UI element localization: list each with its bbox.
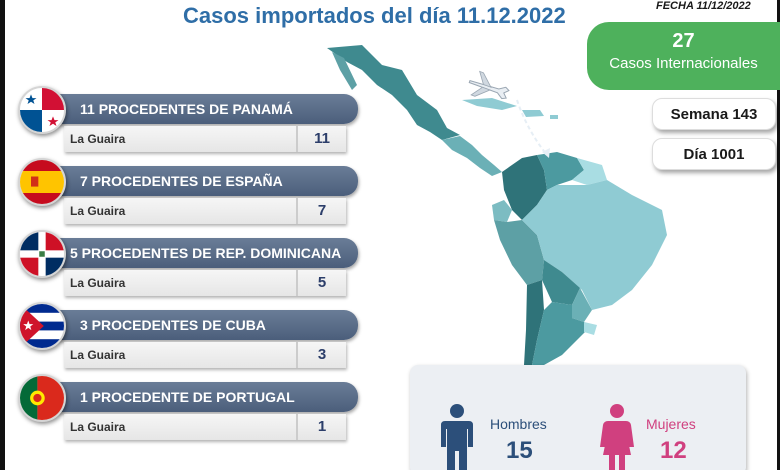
- spain-flag-icon: [18, 158, 66, 206]
- americas-map: [327, 45, 667, 365]
- women-label: Mujeres: [646, 416, 696, 432]
- origin-header: 11 PROCEDENTES DE PANAMÁ: [50, 94, 358, 124]
- international-cases-label: Casos Internacionales: [609, 55, 758, 72]
- ecuador-region: [492, 200, 512, 222]
- origin-row: La Guaira 3: [64, 342, 346, 368]
- baja-california-region: [332, 52, 357, 90]
- brazil-region: [522, 180, 667, 310]
- entry-point-label: La Guaira: [70, 276, 126, 290]
- origin-count: 11: [296, 126, 346, 152]
- portugal-flag-icon: [18, 374, 66, 422]
- left-edge: [0, 0, 5, 470]
- origin-row: La Guaira 7: [64, 198, 346, 224]
- argentina-region: [532, 302, 592, 365]
- woman-icon: [600, 404, 634, 470]
- central-america-region: [442, 136, 502, 176]
- entry-point-label: La Guaira: [70, 132, 126, 146]
- origin-group-cuba: 3 PROCEDENTES DE CUBA La Guaira 3: [18, 302, 360, 382]
- flight-arrowhead: [542, 148, 550, 158]
- colombia-region: [502, 155, 547, 220]
- origin-header: 7 PROCEDENTES DE ESPAÑA: [50, 166, 358, 196]
- origin-row: La Guaira 11: [64, 126, 346, 152]
- origin-header: 1 PROCEDENTE DE PORTUGAL: [50, 382, 358, 412]
- entry-point-label: La Guaira: [70, 420, 126, 434]
- panama-flag-icon: [18, 86, 66, 134]
- cuba-flag-icon: [18, 302, 66, 350]
- week-badge: Semana 143: [652, 98, 776, 130]
- international-cases-count: 27: [672, 30, 695, 52]
- peru-region: [494, 220, 544, 285]
- venezuela-region: [537, 152, 584, 190]
- right-edge: [777, 0, 780, 470]
- airplane-icon: [468, 70, 510, 100]
- guianas-region: [572, 158, 607, 185]
- men-count: 15: [506, 437, 533, 464]
- dominican-republic-flag-icon: [18, 230, 66, 278]
- origin-row: La Guaira 5: [64, 270, 346, 296]
- origin-group-portugal: 1 PROCEDENTE DE PORTUGAL La Guaira 1: [18, 374, 360, 454]
- paraguay-region: [572, 288, 592, 322]
- entry-point-label: La Guaira: [70, 348, 126, 362]
- origin-group-panama: 11 PROCEDENTES DE PANAMÁ La Guaira 11: [18, 86, 360, 166]
- bolivia-region: [542, 260, 580, 305]
- origin-row: La Guaira 1: [64, 414, 346, 440]
- international-cases-box: 27 Casos Internacionales: [587, 22, 780, 90]
- origin-header: 3 PROCEDENTES DE CUBA: [50, 310, 358, 340]
- flight-path-arrow: [516, 99, 548, 156]
- origin-group-spain: 7 PROCEDENTES DE ESPAÑA La Guaira 7: [18, 158, 360, 238]
- chile-region: [524, 280, 544, 365]
- day-badge: Día 1001: [652, 138, 776, 170]
- gender-breakdown-panel: Hombres 15 Mujeres 12: [410, 365, 746, 470]
- women-count: 12: [660, 437, 687, 464]
- uruguay-region: [584, 322, 597, 335]
- origin-count: 5: [296, 270, 346, 296]
- origin-group-dominican-republic: 5 PROCEDENTES DE REP. DOMINICANA La Guai…: [18, 230, 360, 310]
- hispaniola-island: [522, 110, 544, 117]
- entry-point-label: La Guaira: [70, 204, 126, 218]
- origin-count: 7: [296, 198, 346, 224]
- origin-header: 5 PROCEDENTES DE REP. DOMINICANA: [50, 238, 358, 268]
- page-title: Casos importados del día 11.12.2022: [183, 3, 566, 28]
- men-label: Hombres: [490, 416, 547, 432]
- date-label: FECHA 11/12/2022: [656, 0, 751, 12]
- origin-count: 3: [296, 342, 346, 368]
- mexico-region: [327, 45, 460, 140]
- puerto-rico-island: [550, 115, 558, 119]
- origin-count: 1: [296, 414, 346, 440]
- man-icon: [441, 404, 473, 470]
- cuba-island: [462, 98, 517, 110]
